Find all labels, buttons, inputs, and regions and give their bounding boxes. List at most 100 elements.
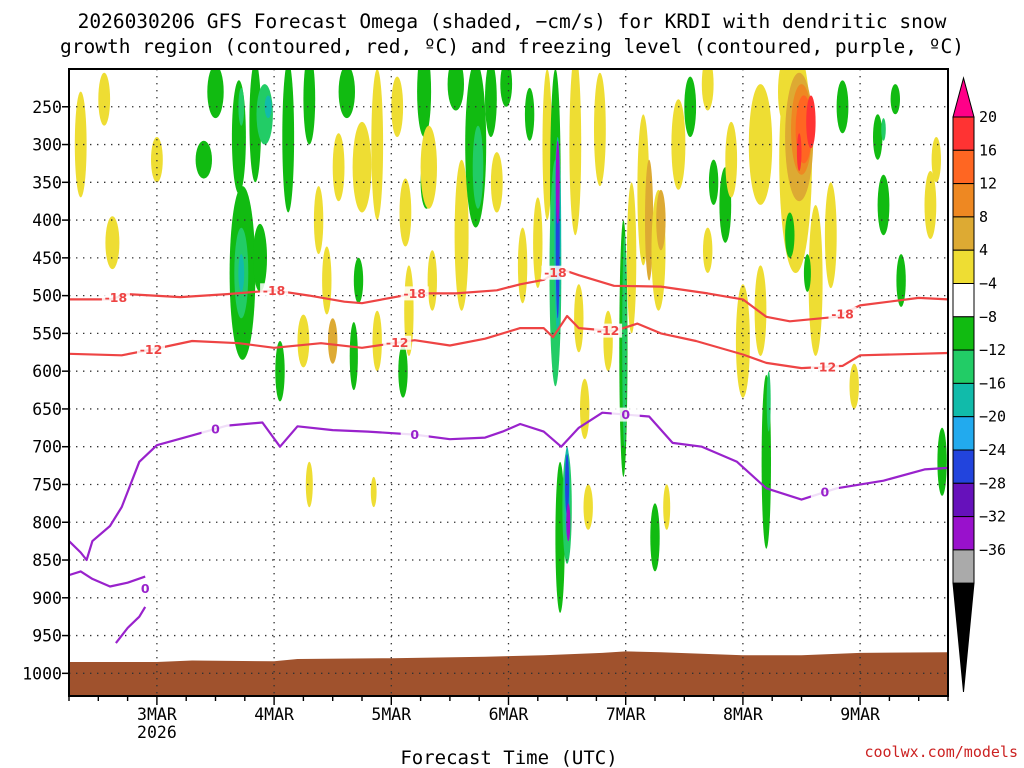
credit-text: coolwx.com/models <box>864 743 1018 761</box>
omega-patch-97 <box>803 254 811 292</box>
contour-dgz-top-18 <box>69 268 948 323</box>
y-tick-label-750: 750 <box>32 476 62 495</box>
y-tick-label-500: 500 <box>32 287 62 306</box>
omega-patch-92 <box>806 95 816 149</box>
omega-patch-75 <box>663 484 671 530</box>
colorbar-label-7: −12 <box>979 341 1006 359</box>
contour-label-dgz-top-18-0: -18 <box>105 290 128 305</box>
omega-patch-5 <box>207 69 224 119</box>
omega-patch-2 <box>105 216 120 270</box>
omega-patch-18 <box>313 186 324 255</box>
omega-patch-82 <box>735 284 750 398</box>
omega-patch-48 <box>533 197 543 288</box>
omega-patch-103 <box>890 84 900 115</box>
omega-patch-43 <box>485 69 497 137</box>
y-tick-label-950: 950 <box>32 627 62 646</box>
contour-label-bg-dgz-bottom-12-2 <box>594 323 623 338</box>
omega-patch-93 <box>796 133 802 172</box>
contour-freezing-level-0-tail <box>115 606 147 644</box>
omega-patch-81 <box>725 121 738 198</box>
omega-patch-26 <box>353 257 364 304</box>
x-tick-label-5MAR: 5MAR <box>371 705 411 724</box>
omega-patch-83 <box>754 265 767 357</box>
colorbar-label-10: −24 <box>979 441 1006 459</box>
x-tick-label-7MAR: 7MAR <box>606 705 646 724</box>
contour-label-freezing-level-0-2: 0 <box>621 407 630 422</box>
omega-patch-96 <box>785 212 795 258</box>
omega-patch-95 <box>824 182 837 289</box>
omega-patch-100 <box>877 174 890 236</box>
omega-patch-7 <box>238 87 245 126</box>
contour-label-dgz-top-18-3: -18 <box>544 265 567 280</box>
omega-patch-54 <box>555 140 560 224</box>
omega-patch-4 <box>195 140 212 179</box>
contour-label-bg-dgz-bottom-12-1 <box>383 335 412 350</box>
omega-patch-59 <box>566 503 571 542</box>
x-tick-label-3MAR: 3MAR <box>137 705 177 724</box>
contour-label-freezing-level-0-4: 0 <box>141 581 150 596</box>
colorbar-swatch-bottom-arrow <box>952 582 975 693</box>
contour-label-dgz-bottom-12-3: -12 <box>814 359 837 374</box>
colorbar-swatch-top-arrow <box>952 76 975 118</box>
omega-patch-30 <box>370 476 377 508</box>
y-tick-label-450: 450 <box>32 249 62 268</box>
omega-patch-21 <box>328 318 338 364</box>
omega-patch-80 <box>703 227 713 273</box>
contour-label-bg-freezing-level-0-3 <box>810 485 839 499</box>
contour-label-bg-freezing-level-0-4 <box>131 581 160 596</box>
contour-label-dgz-top-18-2: -18 <box>403 286 426 301</box>
omega-patch-10 <box>238 254 245 292</box>
omega-patch-14 <box>253 223 267 292</box>
omega-patch-49 <box>542 69 552 220</box>
contour-label-dgz-bottom-12-1: -12 <box>386 335 409 350</box>
x-tick-label-4MAR: 4MAR <box>254 705 294 724</box>
omega-patch-1 <box>98 72 111 126</box>
contour-label-bg-dgz-bottom-12-0 <box>137 342 165 357</box>
y-tick-label-650: 650 <box>32 400 62 419</box>
omega-patch-60 <box>569 69 582 236</box>
omega-patch-27 <box>349 322 358 391</box>
colorbar-swatch-9 <box>952 382 975 418</box>
contour-label-freezing-level-0-1: 0 <box>410 427 419 442</box>
omega-patch-25 <box>352 121 372 213</box>
y-tick-label-550: 550 <box>32 324 62 343</box>
omega-patch-42 <box>472 125 484 209</box>
omega-patch-104 <box>896 254 906 307</box>
colorbar-swatch-6 <box>952 283 975 318</box>
omega-patch-107 <box>937 427 947 496</box>
colorbar-swatch-12 <box>952 482 975 518</box>
contour-dgz-bottom-12 <box>69 314 948 370</box>
omega-patch-65 <box>603 310 613 372</box>
contour-freezing-level-0-lower <box>69 570 146 588</box>
ground-surface <box>69 651 948 696</box>
y-tick-label-900: 900 <box>32 589 62 608</box>
omega-patch-20 <box>332 133 345 202</box>
colorbar-label-8: −16 <box>979 374 1006 392</box>
colorbar-swatch-10 <box>952 416 975 451</box>
contour-lines: -18 -18 -18 -18 -18 -12 -12 -12 -12 0 0 0 0 0 <box>69 265 948 644</box>
omega-patch-24 <box>338 69 355 119</box>
y-tick-label-400: 400 <box>32 211 62 230</box>
colorbar: 20 16 12 8 4 −4 −8 −12 −16 −20 −24 −28 −32 −36 <box>952 76 1006 693</box>
omega-patch-64 <box>594 72 606 187</box>
omega-patch-63 <box>583 484 593 530</box>
contour-label-dgz-bottom-12-0: -12 <box>140 342 163 357</box>
colorbar-swatch-11 <box>952 449 975 484</box>
y-tick-label-300: 300 <box>32 136 62 155</box>
omega-patch-22 <box>297 314 310 368</box>
omega-patch-105 <box>924 171 937 239</box>
omega-patch-16 <box>282 69 295 213</box>
colorbar-label-2: 12 <box>979 175 997 193</box>
omega-patch-70 <box>645 159 654 281</box>
colorbar-swatch-3 <box>952 183 975 218</box>
omega-patch-31 <box>391 76 404 137</box>
omega-patch-32 <box>399 178 412 247</box>
x-tick-sublabel-2026: 2026 <box>137 723 177 742</box>
contour-label-dgz-top-18-4: -18 <box>831 306 854 321</box>
contour-label-bg-dgz-top-18-1 <box>260 283 289 298</box>
omega-patch-47 <box>524 87 535 141</box>
omega-patch-72 <box>656 189 666 251</box>
colorbar-swatch-4 <box>952 216 975 251</box>
